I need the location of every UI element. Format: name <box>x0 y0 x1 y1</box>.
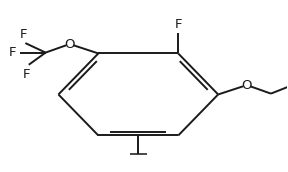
Text: F: F <box>175 18 182 31</box>
Text: F: F <box>20 28 27 41</box>
Text: F: F <box>9 46 16 59</box>
Text: F: F <box>23 68 30 81</box>
Text: O: O <box>65 38 75 51</box>
Text: O: O <box>241 79 252 92</box>
